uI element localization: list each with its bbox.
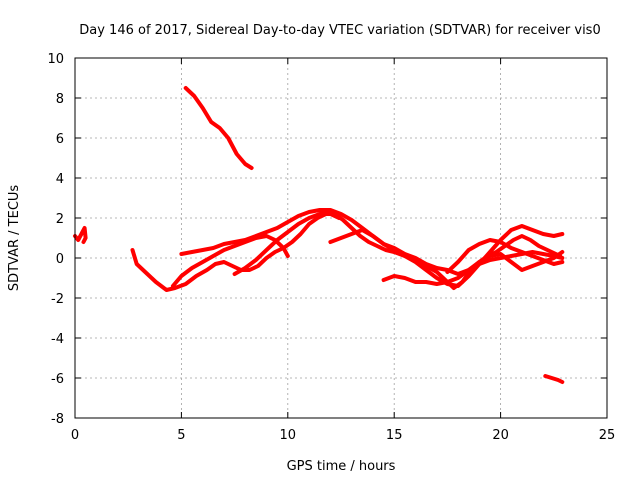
y-tick-label: -8 (51, 412, 64, 427)
y-tick-label: -4 (51, 332, 64, 347)
x-tick-label: 10 (280, 428, 297, 443)
y-tick-label: 10 (47, 52, 64, 67)
data-series-trace-a (73, 226, 88, 244)
x-tick-label: 15 (386, 428, 403, 443)
x-tick-label: 20 (492, 428, 509, 443)
x-tick-label: 5 (177, 428, 185, 443)
y-tick-label: -2 (51, 292, 64, 307)
x-axis-label: GPS time / hours (287, 459, 396, 474)
x-tick-label: 25 (599, 428, 616, 443)
axis-ticks: 0 5 10 15 20 25 -8 -6 -4 -2 0 2 4 6 8 10 (47, 52, 615, 443)
data-traces (73, 86, 565, 384)
chart-title: Day 146 of 2017, Sidereal Day-to-day VTE… (79, 23, 600, 38)
data-series-trace-j (543, 374, 565, 384)
data-series-trace-c (130, 212, 563, 292)
y-tick-label: 8 (56, 92, 64, 107)
y-axis-label: SDTVAR / TECUs (7, 185, 22, 292)
y-tick-label: 4 (56, 172, 64, 187)
data-series-trace-h (381, 250, 565, 286)
data-series-trace-i (445, 238, 565, 274)
plot-frame (74, 57, 608, 419)
y-tick-label: 2 (56, 212, 64, 227)
y-tick-label: 6 (56, 132, 64, 147)
x-tick-label: 0 (71, 428, 79, 443)
y-tick-label: -6 (51, 372, 64, 387)
y-tick-label: 0 (56, 252, 64, 267)
data-series-trace-b (183, 86, 254, 170)
data-series-trace-f (232, 212, 341, 276)
